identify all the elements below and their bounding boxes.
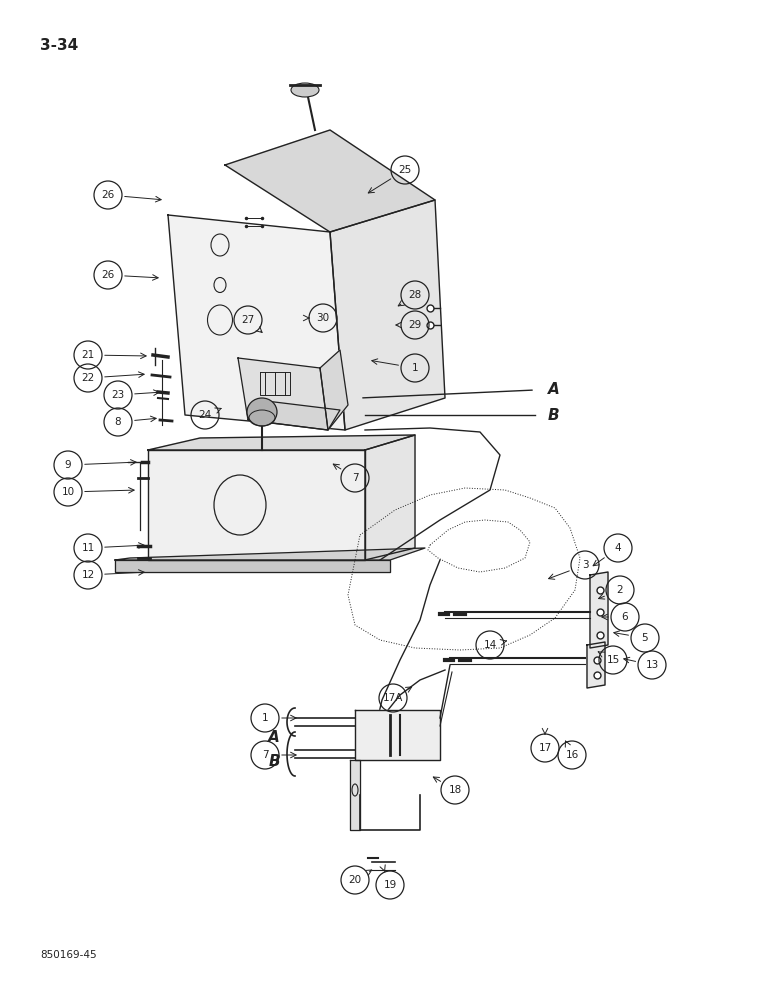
Text: B: B [548,408,559,422]
Text: 26: 26 [101,270,115,280]
Text: A: A [268,730,280,746]
Text: 30: 30 [317,313,330,323]
Text: 15: 15 [606,655,619,665]
Text: 9: 9 [65,460,71,470]
Polygon shape [248,400,340,430]
Text: 850169-45: 850169-45 [40,950,97,960]
Text: 4: 4 [615,543,622,553]
Polygon shape [330,200,445,430]
Polygon shape [587,642,605,688]
Text: 20: 20 [349,875,362,885]
Text: 7: 7 [352,473,358,483]
Ellipse shape [247,398,277,426]
Text: 1: 1 [261,713,268,723]
Text: 12: 12 [81,570,94,580]
Text: 10: 10 [62,487,75,497]
Text: 22: 22 [81,373,94,383]
Polygon shape [225,130,435,232]
Text: 18: 18 [448,785,462,795]
Polygon shape [238,358,328,430]
Text: 14: 14 [484,640,497,650]
Text: 25: 25 [399,165,412,175]
Text: 1: 1 [412,363,418,373]
Ellipse shape [291,83,319,97]
Text: 23: 23 [112,390,125,400]
Polygon shape [115,560,390,572]
Text: 17A: 17A [383,693,403,703]
Polygon shape [365,435,415,560]
Text: 7: 7 [261,750,268,760]
Text: 17: 17 [538,743,551,753]
Text: 13: 13 [645,660,658,670]
Polygon shape [355,710,440,760]
Text: 24: 24 [198,410,211,420]
Text: 11: 11 [81,543,94,553]
Polygon shape [320,350,348,430]
Text: 27: 27 [241,315,254,325]
Text: 26: 26 [101,190,115,200]
Polygon shape [148,435,415,450]
Polygon shape [148,450,365,560]
Polygon shape [590,572,608,648]
Polygon shape [168,215,345,430]
Text: 16: 16 [566,750,579,760]
Text: A: A [548,382,560,397]
Text: 8: 8 [115,417,122,427]
Text: 6: 6 [622,612,629,622]
Text: 29: 29 [409,320,422,330]
Text: 3: 3 [582,560,588,570]
Text: 2: 2 [617,585,623,595]
Text: 28: 28 [409,290,422,300]
Text: B: B [268,754,280,770]
Polygon shape [350,760,360,830]
Text: 19: 19 [384,880,396,890]
Polygon shape [115,548,425,560]
Text: 5: 5 [642,633,648,643]
Text: 3-34: 3-34 [40,38,78,53]
Text: 21: 21 [81,350,94,360]
